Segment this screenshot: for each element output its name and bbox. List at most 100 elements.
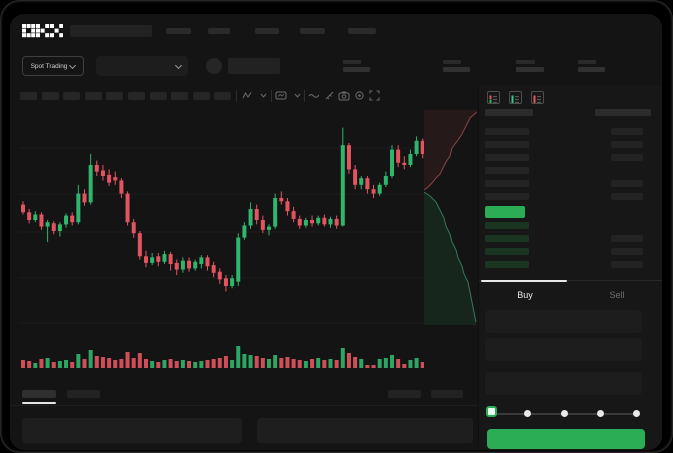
orders-tab-active[interactable] [22,390,56,398]
slider-stop[interactable] [524,410,531,417]
candle [94,165,99,172]
amount-input[interactable] [485,338,642,361]
fullscreen-icon[interactable] [368,88,380,102]
candle [39,214,44,227]
interval-placeholder[interactable] [192,92,210,100]
volume-bars [21,346,424,368]
last-price-badge[interactable] [485,206,525,218]
orderbook-header-price [485,109,533,116]
toolbar-divider [271,90,272,102]
candle [254,209,259,220]
bid-row-price[interactable] [485,222,529,229]
volume-bar [64,360,69,368]
bid-row-price[interactable] [485,248,529,255]
chevron-down-icon[interactable] [291,88,303,102]
spot-trading-selector[interactable]: Spot Trading [22,56,84,76]
bid-depth-area [424,192,477,325]
nav-item[interactable] [348,28,376,34]
orders-action[interactable] [431,390,463,398]
interval-placeholder[interactable] [84,92,102,100]
pair-dropdown[interactable] [96,56,188,76]
camera-icon[interactable] [338,88,350,102]
ask-row-price[interactable] [485,154,529,161]
candle [285,201,290,212]
slider-stop[interactable] [561,410,568,417]
ask-row-price[interactable] [485,167,529,174]
volume-bar [230,360,235,368]
total-input[interactable] [485,372,642,395]
tab-buy[interactable]: Buy [479,280,571,309]
slider-stop[interactable] [633,410,640,417]
candlestick-chart[interactable] [18,110,424,330]
book-asks-icon[interactable] [531,91,544,104]
candle [27,212,32,220]
candle [82,193,87,203]
chevron-down-icon [69,61,77,69]
amount-slider-handle[interactable] [486,406,497,417]
tab-sell[interactable]: Sell [571,281,662,309]
candle [353,169,358,185]
orders-tab[interactable] [67,390,100,398]
interval-placeholder[interactable] [128,92,145,100]
volume-bar [316,358,321,368]
bottom-divider [10,405,478,406]
price-input[interactable] [485,310,642,333]
interval-placeholder[interactable] [214,92,232,100]
ask-row-price[interactable] [485,180,529,187]
gear-icon[interactable] [353,88,365,102]
interval-placeholder[interactable] [41,92,59,100]
bid-row-price[interactable] [485,261,529,268]
candle [57,224,62,231]
nav-item[interactable] [208,28,230,34]
volume-bar [396,359,401,368]
interval-candles-icon[interactable] [241,88,253,102]
interval-placeholder[interactable] [106,92,124,100]
candle [334,218,339,226]
bid-depth-line [424,191,477,323]
volume-bar [353,357,358,368]
line-tools-icon[interactable] [308,88,320,102]
candle [119,180,124,194]
nav-item[interactable] [166,28,191,34]
okx-logo[interactable] [22,24,63,38]
book-both-icon[interactable] [487,91,500,104]
candle [100,170,105,176]
volume-bar [279,358,284,368]
nav-item[interactable] [300,28,325,34]
nav-item[interactable] [255,28,279,34]
volume-bar [137,353,142,368]
ask-row-price[interactable] [485,128,529,135]
indicator-icon[interactable] [275,88,287,102]
interval-placeholder[interactable] [149,92,167,100]
volume-bar [125,352,130,368]
interval-placeholder[interactable] [20,92,37,100]
slider-stop[interactable] [597,410,604,417]
ask-row-price[interactable] [485,193,529,200]
chevron-down-icon[interactable] [257,88,269,102]
spot-trading-label: Spot Trading [30,62,68,70]
volume-bar [119,359,124,368]
measure-icon[interactable] [323,88,335,102]
candle [168,254,173,264]
bid-row-price[interactable] [485,235,529,242]
active-tab-underline [22,402,56,404]
toolbar-divider [304,90,305,102]
sell-tab-label: Sell [609,290,625,300]
candle [402,162,407,165]
book-bids-icon[interactable] [509,91,522,104]
volume-bar [328,359,333,368]
orders-action[interactable] [388,390,421,398]
candle [150,257,155,263]
ask-row-price[interactable] [485,141,529,148]
volume-bar [414,358,419,368]
candle [297,218,302,226]
buy-submit-button[interactable] [487,429,645,449]
bid-row-amount [611,248,643,255]
coin-avatar [206,58,222,74]
interval-placeholder[interactable] [63,92,81,100]
candle [199,257,204,264]
interval-placeholder[interactable] [171,92,189,100]
candle [107,174,112,183]
candle [156,256,161,262]
volume-bar [131,358,136,368]
